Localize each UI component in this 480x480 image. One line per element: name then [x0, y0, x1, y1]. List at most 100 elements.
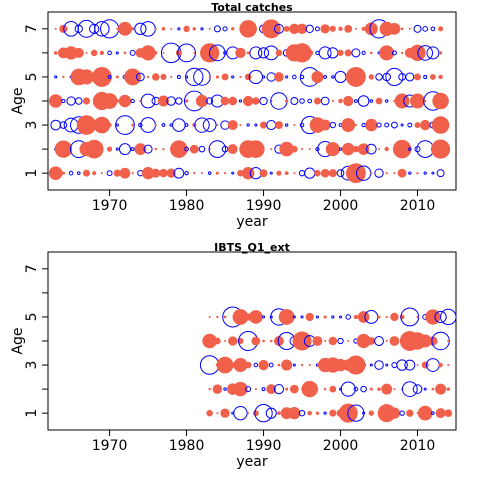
residual-bubble-negative — [68, 170, 74, 176]
residual-bubble-negative — [320, 96, 330, 106]
residual-bubble-positive — [410, 93, 425, 109]
residual-bubble-positive — [435, 408, 446, 419]
x-axis-label: year — [236, 214, 267, 230]
residual-bubble-positive — [331, 99, 334, 103]
residual-bubble-positive — [416, 315, 419, 319]
x-tick-label: 2000 — [323, 198, 359, 214]
residual-bubble-positive — [99, 50, 105, 56]
residual-bubble-negative — [213, 25, 221, 33]
residual-bubble-positive — [285, 99, 289, 103]
residual-bubble-negative — [59, 121, 68, 129]
residual-bubble-positive — [170, 140, 188, 158]
residual-bubble-positive — [154, 27, 157, 30]
residual-bubble-negative — [185, 67, 204, 87]
residual-bubble-negative — [412, 384, 423, 394]
residual-bubble-positive — [107, 122, 112, 128]
residual-bubble-negative — [404, 359, 416, 371]
residual-bubble-positive — [53, 51, 58, 55]
residual-bubble-positive — [438, 74, 443, 80]
residual-bubble-positive — [384, 146, 389, 152]
residual-bubble-positive — [312, 336, 323, 346]
residual-bubble-positive — [345, 67, 366, 87]
residual-bubble-negative — [374, 168, 384, 178]
residual-bubble-positive — [232, 309, 249, 325]
residual-bubble-positive — [82, 169, 90, 177]
residual-bubble-negative — [434, 310, 447, 324]
residual-bubble-positive — [418, 334, 432, 348]
residual-bubble-positive — [246, 51, 250, 55]
residual-bubble-negative — [426, 46, 440, 60]
residual-bubble-positive — [329, 385, 337, 393]
y-tick-label: 3 — [24, 361, 40, 370]
residual-bubble-positive — [258, 359, 269, 371]
residual-bubble-positive — [233, 381, 248, 397]
residual-bubble-positive — [214, 337, 221, 345]
residual-bubble-negative — [118, 143, 131, 156]
residual-bubble-positive — [100, 172, 103, 175]
residual-bubble-positive — [296, 23, 308, 35]
residual-bubble-positive — [306, 49, 314, 57]
residual-bubble-negative — [273, 384, 285, 395]
residual-bubble-positive — [424, 99, 427, 103]
residual-bubble-negative — [173, 167, 185, 179]
residual-bubble-negative — [299, 122, 305, 128]
residual-bubble-negative — [285, 75, 289, 79]
residual-bubble-negative — [407, 122, 413, 128]
residual-bubble-negative — [254, 123, 258, 127]
residual-bubble-negative — [340, 381, 356, 397]
residual-bubble-positive — [116, 27, 119, 30]
residual-bubble-positive — [357, 311, 370, 323]
residual-bubble-positive — [390, 312, 399, 322]
residual-bubble-positive — [252, 97, 260, 105]
residual-bubble-negative — [246, 123, 250, 127]
residual-bubble-positive — [305, 312, 314, 322]
residual-bubble-positive — [420, 119, 431, 131]
residual-bubble-negative — [314, 26, 320, 32]
residual-bubble-negative — [305, 24, 314, 34]
residual-bubble-negative — [115, 51, 119, 55]
residual-bubble-positive — [244, 73, 252, 81]
residual-bubble-positive — [319, 119, 331, 131]
residual-bubble-positive — [254, 27, 257, 30]
x-tick-label: 2010 — [400, 438, 436, 454]
residual-bubble-negative — [357, 95, 370, 107]
residual-bubble-positive — [247, 412, 250, 415]
residual-bubble-positive — [385, 315, 388, 319]
panel-total-catches: Total catches 1970 1980 1990 2000 2010 1357 … — [10, 1, 457, 230]
residual-bubble-negative — [405, 72, 415, 82]
residual-bubble-positive — [300, 363, 304, 367]
residual-bubble-positive — [438, 26, 444, 32]
residual-bubble-positive — [115, 75, 119, 79]
residual-bubble-positive — [439, 51, 443, 55]
residual-bubble-positive — [408, 27, 411, 30]
residual-bubble-positive — [231, 27, 235, 31]
residual-bubble-positive — [337, 49, 344, 57]
residual-bubble-positive — [131, 27, 135, 31]
residual-bubble-positive — [356, 333, 371, 349]
residual-bubble-negative — [408, 171, 412, 175]
residual-bubble-positive — [48, 166, 63, 180]
residual-bubble-negative — [315, 50, 320, 56]
residual-bubble-positive — [430, 74, 436, 80]
residual-bubble-negative — [115, 147, 119, 151]
residual-bubble-positive — [247, 140, 265, 158]
residual-bubble-positive — [252, 410, 259, 417]
residual-bubble-positive — [328, 336, 338, 346]
residual-bubble-negative — [408, 147, 412, 151]
residual-bubble-positive — [393, 172, 396, 175]
residual-bubble-negative — [338, 147, 343, 151]
x-tick-label: 1990 — [246, 438, 282, 454]
residual-bubble-positive — [431, 139, 451, 159]
residual-bubble-positive — [140, 45, 156, 61]
residual-bubble-positive — [446, 387, 451, 391]
residual-bubble-negative — [391, 361, 398, 369]
residual-bubble-negative — [261, 387, 266, 392]
residual-bubble-positive — [389, 336, 400, 346]
x-axis: 1970 1980 1990 2000 2010 — [92, 430, 436, 454]
residual-bubble-negative — [143, 144, 153, 154]
residual-bubble-positive — [438, 362, 443, 368]
residual-bubble-positive — [262, 148, 265, 151]
residual-bubble-positive — [293, 123, 296, 127]
y-axis: 1 3 5 7 — [24, 264, 48, 418]
residual-bubble-negative — [223, 387, 227, 391]
